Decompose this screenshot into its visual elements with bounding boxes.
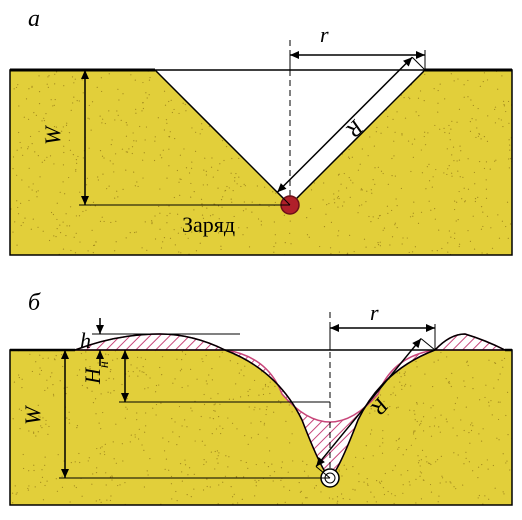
svg-text:W: W [20, 405, 45, 425]
svg-text:W: W [40, 125, 65, 145]
charge-word: Заряд [182, 212, 235, 237]
svg-text:r: r [320, 22, 329, 47]
svg-text:h: h [80, 328, 91, 353]
ejecta-right [435, 334, 505, 350]
svg-text:r: r [370, 300, 379, 325]
panel-a-label: а [28, 6, 40, 32]
panel-b-label: б [28, 290, 41, 316]
